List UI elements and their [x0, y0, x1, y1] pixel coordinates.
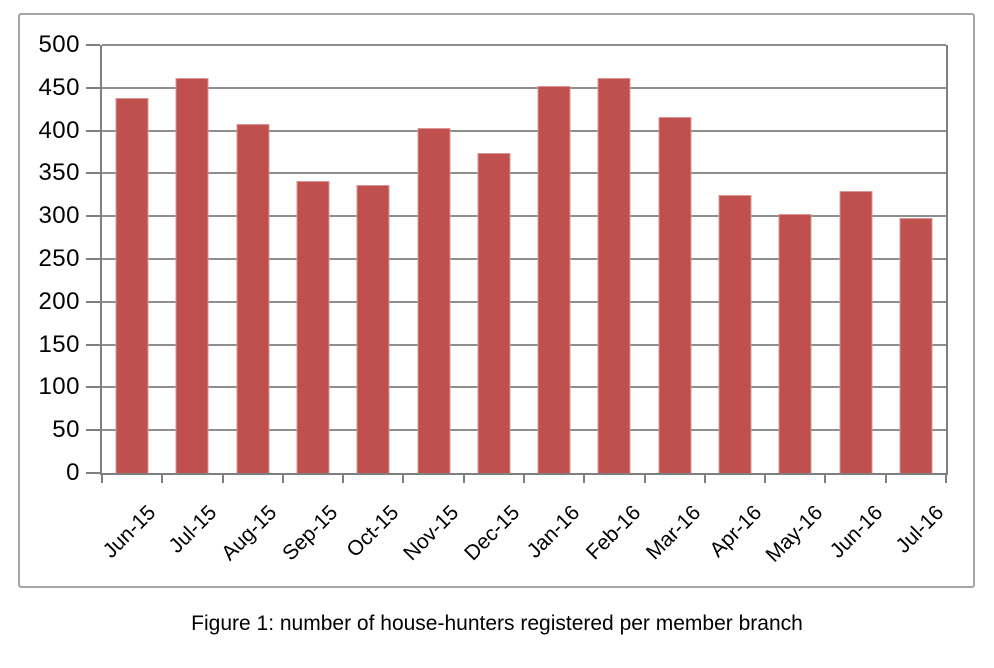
y-axis-tick [86, 258, 100, 260]
category-slot [705, 45, 765, 473]
x-axis-tick [824, 475, 827, 483]
gridline [102, 86, 946, 89]
gridline [102, 172, 946, 175]
gridline [102, 300, 946, 303]
x-axis-tick [101, 475, 103, 483]
x-axis-label-Mar-16: Mar-16 [642, 501, 706, 565]
x-axis-label-Oct-15: Oct-15 [341, 501, 403, 562]
category-slot [825, 45, 885, 473]
y-axis-tick-label: 400 [38, 117, 80, 144]
bar-Jul-16 [899, 217, 933, 473]
figure-caption: Figure 1: number of house-hunters regist… [191, 612, 803, 635]
y-axis-tick [86, 386, 100, 389]
x-axis-tick [462, 475, 465, 483]
gridline [102, 343, 946, 346]
y-axis-tick [86, 472, 100, 474]
y-axis-tick [86, 44, 100, 46]
y-axis-tick [86, 429, 100, 432]
x-axis-tick [161, 475, 164, 483]
x-axis-tick [764, 475, 767, 483]
y-axis-tick-label: 100 [38, 373, 80, 400]
bar-Feb-16 [597, 77, 631, 473]
plot-area [86, 44, 948, 483]
bar-Mar-16 [658, 116, 692, 473]
x-axis-tick [945, 475, 947, 483]
x-axis-tick [583, 475, 586, 483]
x-axis-label-Feb-16: Feb-16 [581, 501, 646, 565]
x-axis-label-May-16: May-16 [761, 501, 827, 567]
bar-Jun-16 [839, 190, 873, 473]
x-axis-label-Jul-16: Jul-16 [891, 501, 948, 558]
category-slot [162, 45, 222, 473]
category-slot [403, 45, 463, 473]
y-axis-tick [86, 215, 100, 218]
y-axis-tick [86, 86, 100, 89]
bar-May-16 [778, 213, 812, 473]
y-axis: 0 50 100 150 200 250 300 350 400 450 500 [20, 31, 80, 486]
bars-container [102, 45, 946, 473]
category-slot [343, 45, 403, 473]
y-axis-tick-label: 300 [38, 202, 80, 229]
x-axis-label-Aug-15: Aug-15 [217, 501, 282, 566]
x-axis-label-Jan-16: Jan-16 [522, 501, 585, 563]
gridline [102, 386, 946, 389]
category-slot [524, 45, 584, 473]
category-slot [102, 45, 162, 473]
x-axis: Jun-15 Jul-15 Aug-15 Sep-15 Oct-15 Nov-15 Dec-… [98, 475, 948, 583]
y-axis-tick-label: 0 [66, 459, 80, 486]
y-axis-tick [86, 343, 100, 346]
category-slot [645, 45, 705, 473]
bar-Aug-15 [236, 123, 270, 473]
bar-Jul-15 [175, 78, 209, 473]
x-axis-tick [402, 475, 405, 483]
y-axis-tick-label: 150 [38, 331, 80, 358]
gridline [102, 429, 946, 432]
x-axis-tick [281, 475, 284, 483]
y-axis-tick-label: 200 [38, 288, 80, 315]
gridline [102, 258, 946, 260]
bar-Sep-15 [296, 181, 330, 473]
gridline [102, 44, 946, 46]
x-axis-label-Apr-16: Apr-16 [705, 501, 767, 562]
x-axis-label-Nov-15: Nov-15 [399, 501, 464, 566]
y-axis-tick-label: 50 [52, 416, 80, 443]
x-axis-tick [221, 475, 224, 483]
category-slot [886, 45, 946, 473]
bar-Jun-15 [115, 98, 149, 473]
x-axis-label-Jun-15: Jun-15 [98, 501, 161, 563]
x-axis-label-Jun-16: Jun-16 [825, 501, 888, 563]
gridline [102, 129, 946, 132]
bar-Nov-15 [417, 128, 451, 473]
gridline [102, 215, 946, 218]
y-axis-tick-label: 250 [38, 245, 80, 272]
x-axis-tick [643, 475, 646, 483]
y-axis-tick [86, 300, 100, 303]
x-axis-label-Jul-15: Jul-15 [164, 501, 222, 558]
category-slot [223, 45, 283, 473]
x-axis-tick [342, 475, 345, 483]
bar-Apr-16 [718, 194, 752, 473]
category-slot [584, 45, 644, 473]
x-axis-label-Dec-15: Dec-15 [459, 501, 524, 566]
y-axis-tick-label: 350 [38, 159, 80, 186]
category-slot [464, 45, 524, 473]
y-axis-tick [86, 129, 100, 132]
y-axis-tick-label: 500 [38, 31, 80, 58]
bar-chart-frame: 0 50 100 150 200 250 300 350 400 450 500 Jun-15 Jul… [18, 13, 975, 588]
category-slot [765, 45, 825, 473]
x-axis-label-Sep-15: Sep-15 [278, 501, 343, 566]
x-axis-tick [884, 475, 887, 483]
x-axis-tick [523, 475, 525, 483]
category-slot [283, 45, 343, 473]
y-axis-tick-label: 450 [38, 74, 80, 101]
bar-Jan-16 [537, 86, 571, 473]
bar-Oct-15 [356, 185, 390, 473]
y-axis-tick [86, 172, 100, 175]
x-axis-tick [703, 475, 706, 483]
bar-Dec-15 [477, 152, 511, 473]
